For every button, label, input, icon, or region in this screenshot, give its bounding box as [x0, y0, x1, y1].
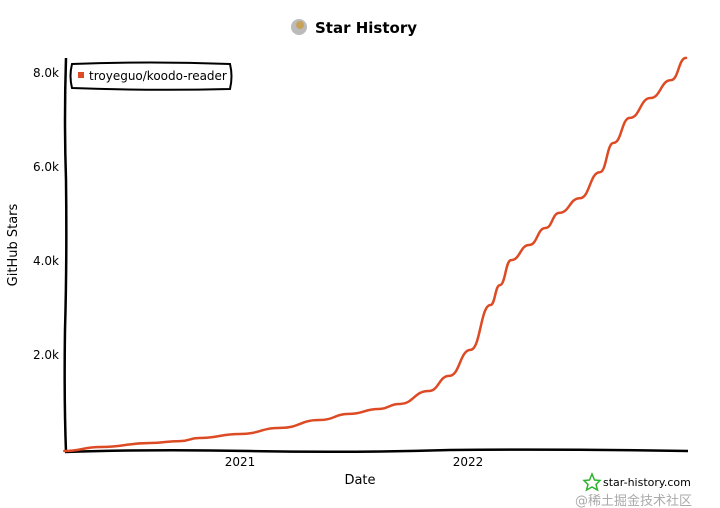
- data-point: [348, 413, 351, 415]
- y-axis-label: GitHub Stars: [6, 203, 21, 286]
- data-point: [99, 446, 102, 448]
- star-logo-icon: [582, 472, 602, 492]
- chart-title: Star History: [315, 19, 417, 37]
- data-point: [628, 117, 631, 119]
- footer-link: star-history.com: [603, 476, 691, 489]
- legend: troyeguo/koodo-reader: [69, 61, 233, 91]
- legend-swatch: [78, 72, 84, 78]
- data-point: [198, 437, 200, 439]
- series-line-koodo-reader: [63, 56, 688, 453]
- x-tick-label: 2022: [453, 455, 484, 469]
- data-point: [377, 408, 380, 410]
- data-point: [469, 349, 472, 351]
- data-point: [670, 79, 672, 81]
- x-axis: [64, 448, 689, 454]
- y-tick-labels: 2.0k 4.0k 6.0k 8.0k: [33, 66, 59, 362]
- data-point: [510, 259, 512, 261]
- data-point: [612, 142, 615, 144]
- avatar-detail: [296, 21, 304, 29]
- y-axis: [63, 57, 68, 453]
- data-point: [179, 440, 181, 442]
- data-point: [318, 419, 321, 421]
- data-point: [149, 442, 152, 444]
- y-tick-label: 2.0k: [33, 348, 59, 362]
- title-group: Star History: [291, 19, 417, 37]
- data-point: [427, 390, 430, 392]
- data-point: [239, 433, 241, 435]
- data-point: [528, 244, 531, 246]
- data-point: [599, 171, 601, 174]
- data-point: [579, 197, 581, 200]
- data-point: [649, 97, 652, 99]
- y-tick-label: 4.0k: [33, 254, 59, 268]
- data-point: [685, 57, 687, 59]
- x-tick-label: 2021: [225, 455, 256, 469]
- footer: star-history.com @稀土掘金技术社区: [575, 472, 692, 508]
- data-point: [448, 375, 451, 377]
- x-tick-labels: 2021 2022: [225, 455, 484, 469]
- data-point: [499, 284, 501, 286]
- watermark: @稀土掘金技术社区: [575, 493, 692, 508]
- data-point: [279, 427, 282, 429]
- data-point: [558, 212, 560, 214]
- x-axis-label: Date: [344, 473, 375, 488]
- data-point: [63, 450, 66, 452]
- series-points: [63, 57, 687, 452]
- data-point: [489, 304, 492, 306]
- data-point: [398, 403, 401, 405]
- legend-label: troyeguo/koodo-reader: [89, 69, 227, 83]
- data-point: [544, 227, 547, 229]
- y-tick-label: 8.0k: [33, 66, 59, 80]
- y-tick-label: 6.0k: [33, 160, 59, 174]
- legend-box: [69, 61, 233, 91]
